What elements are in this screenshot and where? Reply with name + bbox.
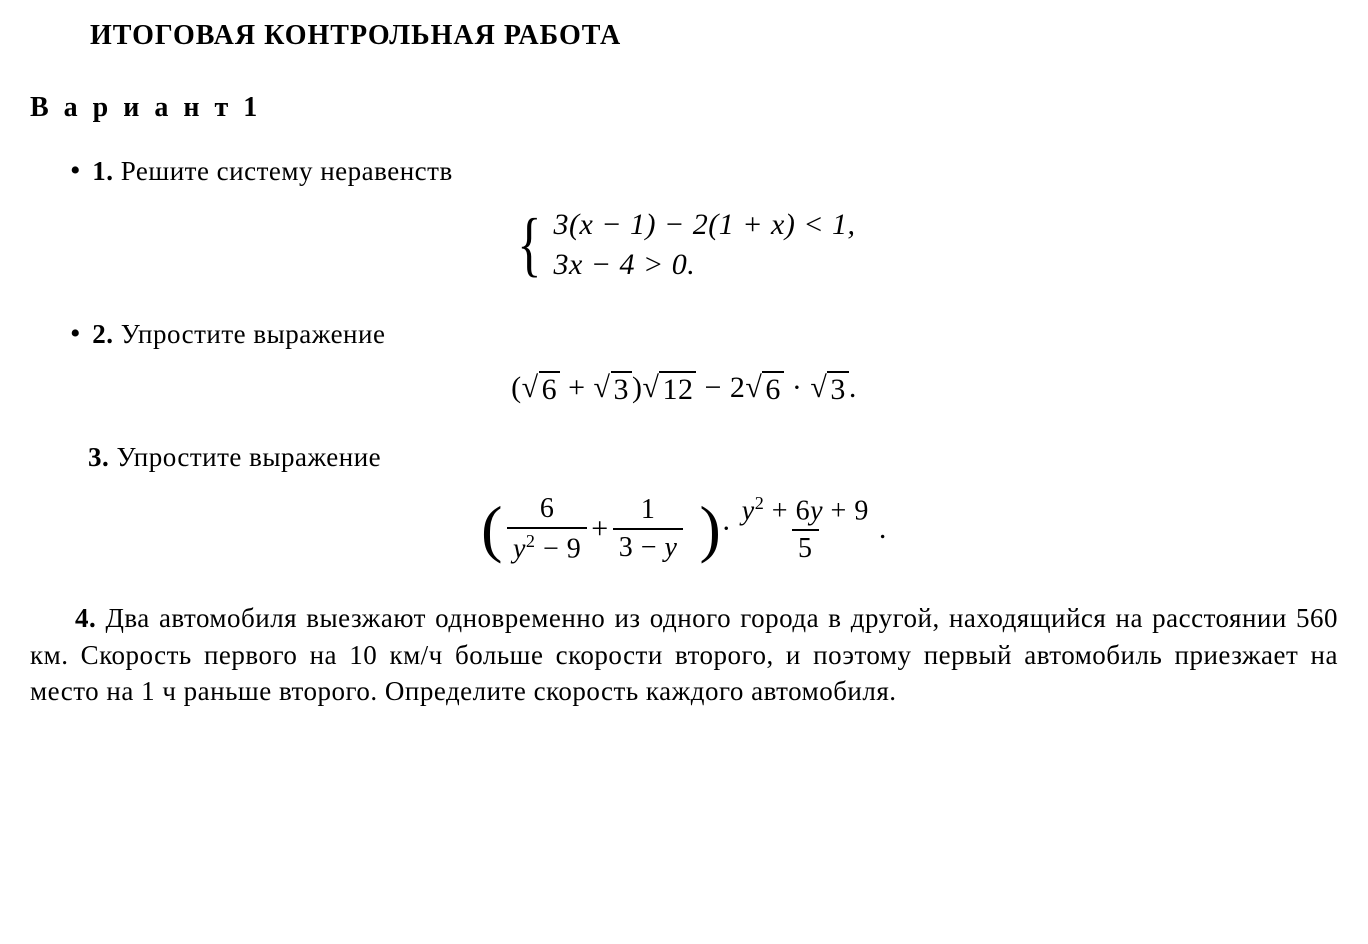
problem-number: 4. xyxy=(75,603,96,633)
problem-text: Решите систему неравенств xyxy=(121,156,453,186)
sqrt-6: √6 xyxy=(522,371,560,407)
problem-number: 1. xyxy=(92,156,113,186)
problem-2-header: • 2. Упростите выражение xyxy=(70,317,1338,351)
problem-1-formula: { 3(x − 1) − 2(1 + x) < 1, 3x − 4 > 0. xyxy=(30,208,1338,282)
left-brace-icon: { xyxy=(518,216,543,274)
rparen: ) xyxy=(632,371,643,404)
system-line-1: 3(x − 1) − 2(1 + x) < 1, xyxy=(553,208,855,242)
frac3-den: 5 xyxy=(792,529,819,565)
dot: · xyxy=(721,512,732,546)
plus: + xyxy=(560,371,593,404)
problem-text: Упростите выражение xyxy=(121,319,386,349)
fraction-3: y2 + 6y + 9 5 xyxy=(736,493,875,565)
frac1-num: 6 xyxy=(534,493,561,527)
problem-body: Два автомобиля выезжают одновременно из … xyxy=(30,603,1338,706)
sqrt-6b: √6 xyxy=(745,371,783,407)
problem-4: 4. Два автомобиля выезжают одновременно … xyxy=(30,600,1338,709)
minus-2: − 2 xyxy=(696,371,745,404)
fraction-1: 6 y2 − 9 xyxy=(507,493,587,565)
variant-heading: В а р и а н т 1 xyxy=(30,92,1338,124)
problem-3-header: 3. Упростите выражение xyxy=(88,442,1338,473)
problem-number: 2. xyxy=(92,319,113,349)
period: . xyxy=(849,371,857,404)
dot: · xyxy=(784,371,811,404)
problem-1: • 1. Решите систему неравенств { 3(x − 1… xyxy=(30,154,1338,282)
frac3-num: y2 + 6y + 9 xyxy=(736,493,875,529)
plus: + xyxy=(591,512,608,546)
bullet-icon: • xyxy=(70,317,81,350)
problem-2-formula: (√6 + √3)√12 − 2√6 · √3. xyxy=(30,371,1338,407)
period: . xyxy=(879,512,887,546)
lparen: ( xyxy=(511,371,522,404)
frac2-den: 3 − y xyxy=(613,528,684,564)
bullet-icon: • xyxy=(70,154,81,187)
sqrt-12: √12 xyxy=(643,371,697,407)
big-rparen-icon: ) xyxy=(699,500,721,558)
problem-4-text: 4. Два автомобиля выезжают одновременно … xyxy=(30,600,1338,709)
sqrt-3b: √3 xyxy=(810,371,848,407)
variant-label: В а р и а н т xyxy=(30,92,232,123)
sqrt-3: √3 xyxy=(594,371,632,407)
frac1-den: y2 − 9 xyxy=(507,527,587,565)
problem-3-formula: ( 6 y2 − 9 + 1 3 − y ) · y2 + 6y + 9 5 . xyxy=(30,493,1338,565)
problem-2: • 2. Упростите выражение (√6 + √3)√12 − … xyxy=(30,317,1338,407)
problem-1-header: • 1. Решите систему неравенств xyxy=(70,154,1338,188)
variant-number: 1 xyxy=(243,92,261,123)
big-lparen-icon: ( xyxy=(481,500,503,558)
system-line-2: 3x − 4 > 0. xyxy=(553,248,695,282)
problem-number: 3. xyxy=(88,442,109,472)
frac2-num: 1 xyxy=(635,494,662,528)
document-title: ИТОГОВАЯ КОНТРОЛЬНАЯ РАБОТА xyxy=(90,20,1338,52)
problem-text: Упростите выражение xyxy=(117,442,382,472)
problem-3: 3. Упростите выражение ( 6 y2 − 9 + 1 3 … xyxy=(30,442,1338,565)
fraction-2: 1 3 − y xyxy=(613,494,684,564)
